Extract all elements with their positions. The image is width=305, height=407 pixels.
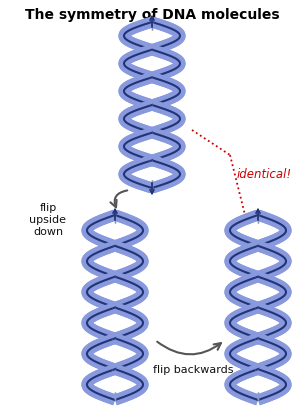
FancyArrowPatch shape xyxy=(157,342,221,354)
Text: flip
upside
down: flip upside down xyxy=(30,204,66,236)
Text: flip backwards: flip backwards xyxy=(153,365,233,375)
FancyArrowPatch shape xyxy=(110,190,127,207)
Text: The symmetry of DNA molecules: The symmetry of DNA molecules xyxy=(25,8,279,22)
Text: identical!: identical! xyxy=(237,168,292,182)
